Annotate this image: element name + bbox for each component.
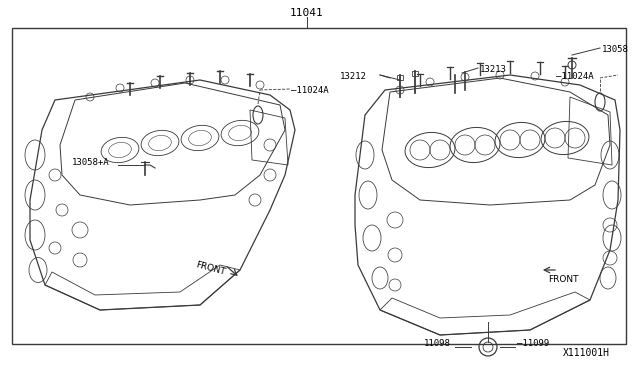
Text: 11098: 11098: [424, 340, 451, 349]
Bar: [12, 28, 626, 344]
Bar: [397, 75, 403, 80]
Text: 11041: 11041: [290, 8, 324, 18]
Text: —11024A: —11024A: [291, 86, 328, 95]
Text: X111001H: X111001H: [563, 348, 610, 358]
Text: 13058+A: 13058+A: [72, 157, 109, 167]
Text: 13212: 13212: [340, 72, 367, 81]
Text: 13058: 13058: [602, 45, 629, 54]
Bar: [412, 71, 418, 76]
Text: FRONT: FRONT: [195, 260, 227, 277]
Text: —11099: —11099: [517, 340, 549, 349]
Text: —11024A: —11024A: [556, 72, 594, 81]
Text: 13213: 13213: [480, 65, 507, 74]
Text: FRONT: FRONT: [548, 275, 579, 284]
